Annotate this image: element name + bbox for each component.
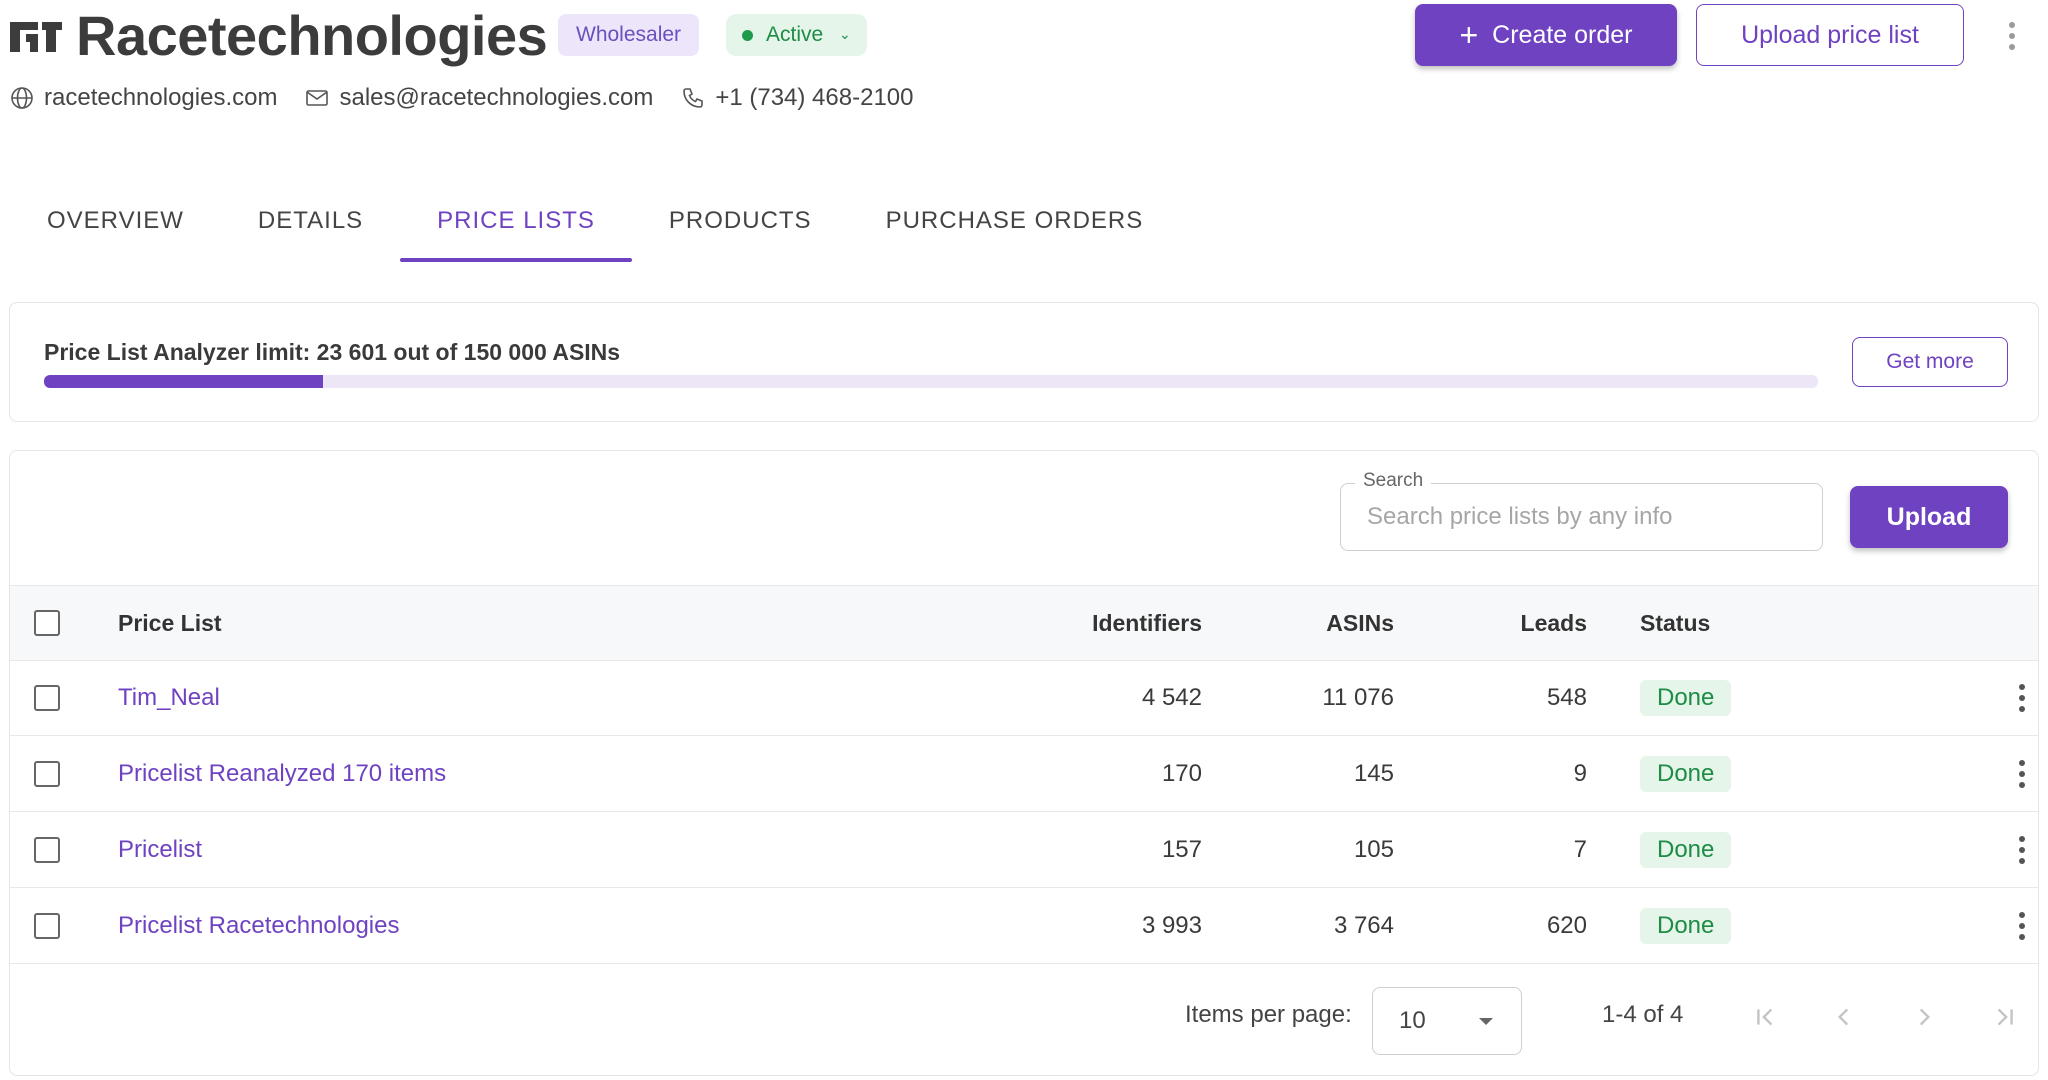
previous-page-button[interactable] <box>1824 997 1864 1037</box>
analyzer-limit-progress-fill <box>44 375 324 388</box>
column-header-asins[interactable]: ASINs <box>1326 609 1394 636</box>
asins-value: 145 <box>1353 760 1394 787</box>
first-page-button[interactable] <box>1746 997 1786 1037</box>
identifiers-value: 4 542 <box>1141 684 1202 711</box>
more-vertical-icon[interactable] <box>2010 833 2034 867</box>
identifiers-value: 157 <box>1161 836 1202 863</box>
caret-down-icon <box>1479 1018 1493 1025</box>
leads-value: 620 <box>1546 912 1587 939</box>
email-link[interactable]: sales@racetechnologies.com <box>339 84 654 111</box>
paginator: Items per page: 10 1-4 of 4 <box>10 963 2038 1075</box>
column-header-leads[interactable]: Leads <box>1520 609 1587 636</box>
price-lists-card: Search Upload Price List Identifiers ASI… <box>9 450 2039 1076</box>
analyzer-limit-card: Price List Analyzer limit: 23 601 out of… <box>9 302 2039 422</box>
chevron-right-icon <box>1919 1008 1931 1026</box>
price-list-link[interactable]: Tim_Neal <box>118 684 220 711</box>
asins-value: 11 076 <box>1322 684 1394 711</box>
status-dropdown[interactable]: Active ⌄ <box>726 14 867 56</box>
company-logo-icon <box>10 22 62 52</box>
price-list-link[interactable]: Pricelist Racetechnologies <box>118 912 400 939</box>
items-per-page-label: Items per page: <box>1185 1001 1352 1028</box>
row-checkbox[interactable] <box>34 837 60 863</box>
contact-info: racetechnologies.com sales@racetechnolog… <box>10 80 941 116</box>
table-row: Tim_Neal 4 542 11 076 548 Done <box>10 661 2038 736</box>
table-row: Pricelist Racetechnologies 3 993 3 764 6… <box>10 889 2038 964</box>
type-badge: Wholesaler <box>558 14 700 56</box>
chevron-down-icon: ⌄ <box>839 26 851 42</box>
tab-purchase-orders[interactable]: PURCHASE ORDERS <box>885 207 1144 234</box>
more-vertical-icon[interactable] <box>2000 16 2024 56</box>
page-header: Racetechnologies Wholesaler Active ⌄ + C… <box>0 0 2048 120</box>
phone-contact[interactable]: +1 (734) 468-2100 <box>681 84 913 112</box>
more-vertical-icon[interactable] <box>2010 909 2034 943</box>
mail-icon <box>306 90 329 106</box>
create-order-button[interactable]: + Create order <box>1415 4 1677 66</box>
row-checkbox[interactable] <box>34 913 60 939</box>
chevron-left-icon <box>1837 1008 1849 1026</box>
more-vertical-icon[interactable] <box>2010 757 2034 791</box>
table-row: Pricelist Reanalyzed 170 items 170 145 9… <box>10 737 2038 812</box>
tab-overview[interactable]: OVERVIEW <box>47 207 184 234</box>
leads-value: 7 <box>1573 836 1587 863</box>
asins-value: 105 <box>1353 836 1394 863</box>
status-dot-icon <box>742 30 753 41</box>
section-tabs: OVERVIEW DETAILS PRICE LISTS PRODUCTS PU… <box>10 190 1180 262</box>
analyzer-limit-progress <box>44 375 1818 388</box>
website-contact[interactable]: racetechnologies.com <box>10 84 277 112</box>
price-list-link[interactable]: Pricelist Reanalyzed 170 items <box>118 760 447 787</box>
last-page-button[interactable] <box>1984 997 2024 1037</box>
phone-icon <box>683 88 704 108</box>
leads-value: 548 <box>1546 684 1587 711</box>
tab-price-lists[interactable]: PRICE LISTS <box>400 190 632 262</box>
row-checkbox[interactable] <box>34 761 60 787</box>
items-per-page-value: 10 <box>1399 1007 1426 1034</box>
last-page-icon <box>1997 1008 2013 1026</box>
search-input[interactable] <box>1341 484 1822 550</box>
table-row: Pricelist 157 105 7 Done <box>10 813 2038 888</box>
column-header-price-list[interactable]: Price List <box>118 609 222 636</box>
next-page-button[interactable] <box>1904 997 1944 1037</box>
globe-icon <box>11 87 33 109</box>
row-checkbox[interactable] <box>34 685 60 711</box>
leads-value: 9 <box>1573 760 1587 787</box>
company-name: Racetechnologies <box>76 4 548 67</box>
more-vertical-icon[interactable] <box>2010 681 2034 715</box>
status-badge: Done <box>1640 908 1732 944</box>
select-all-checkbox[interactable] <box>34 610 60 636</box>
status-badge: Done <box>1640 832 1732 868</box>
phone-link[interactable]: +1 (734) 468-2100 <box>715 84 914 111</box>
email-contact[interactable]: sales@racetechnologies.com <box>305 84 653 112</box>
page-range-label: 1-4 of 4 <box>1602 1001 1684 1028</box>
get-more-button[interactable]: Get more <box>1852 337 2008 387</box>
tab-products[interactable]: PRODUCTS <box>668 207 812 234</box>
items-per-page-select[interactable]: 10 <box>1372 987 1522 1055</box>
upload-price-list-button[interactable]: Upload price list <box>1696 4 1964 66</box>
website-link[interactable]: racetechnologies.com <box>44 84 278 111</box>
upload-button[interactable]: Upload <box>1850 486 2008 548</box>
asins-value: 3 764 <box>1333 912 1394 939</box>
price-list-link[interactable]: Pricelist <box>118 836 203 863</box>
create-order-label: Create order <box>1492 20 1633 49</box>
column-header-status[interactable]: Status <box>1640 609 1711 636</box>
analyzer-limit-text: Price List Analyzer limit: 23 601 out of… <box>44 339 621 365</box>
status-badge: Done <box>1640 756 1732 792</box>
column-header-identifiers[interactable]: Identifiers <box>1092 609 1202 636</box>
table-header: Price List Identifiers ASINs Leads Statu… <box>10 585 2038 661</box>
status-label: Active <box>766 23 824 46</box>
identifiers-value: 170 <box>1161 760 1202 787</box>
first-page-icon <box>1757 1008 1773 1026</box>
tab-details[interactable]: DETAILS <box>257 207 364 234</box>
plus-icon: + <box>1459 17 1479 53</box>
search-field[interactable]: Search <box>1340 470 1823 551</box>
status-badge: Done <box>1640 680 1732 716</box>
identifiers-value: 3 993 <box>1141 912 1202 939</box>
